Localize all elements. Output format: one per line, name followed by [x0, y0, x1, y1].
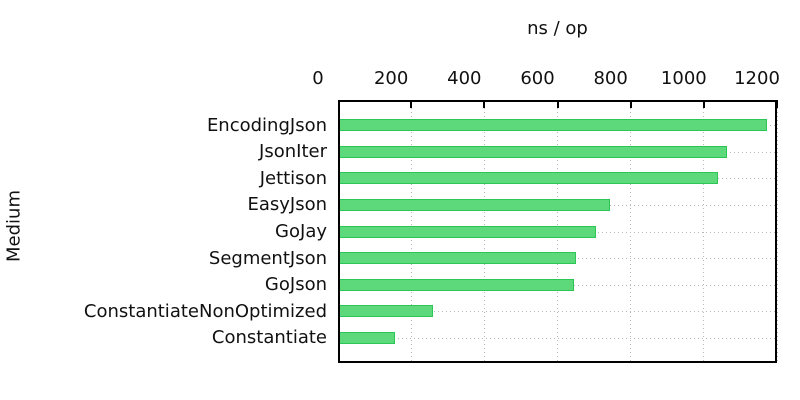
x-axis-tick-labels: 0 200 400 600 800 1000 1200 [0, 70, 800, 90]
x-tick-label: 1200 [734, 68, 780, 89]
bar-row [338, 139, 777, 166]
bar-row [338, 192, 777, 219]
x-tick-mark [776, 100, 778, 108]
bar [338, 252, 576, 265]
x-tick-mark [410, 100, 413, 108]
x-tick-label: 0 [312, 68, 324, 89]
bar-row [338, 245, 777, 272]
bar-row [338, 298, 777, 325]
x-tick-label: 600 [520, 68, 555, 89]
x-gridline [630, 100, 632, 363]
x-tick-label: 400 [447, 68, 482, 89]
category-label: Constantiate [211, 327, 327, 349]
x-tick-label: 800 [593, 68, 628, 89]
x-tick-label: 200 [373, 68, 409, 89]
bar-rows [338, 100, 777, 363]
category-label: EncodingJson [206, 114, 327, 136]
x-gridline [776, 100, 778, 363]
category-label: GoJay [275, 221, 327, 243]
x-tick-label: 1000 [660, 68, 707, 89]
bar [338, 331, 396, 344]
bar [338, 119, 767, 132]
bar-row [338, 112, 777, 139]
category-label: SegmentJson [208, 247, 327, 269]
bar [338, 198, 611, 211]
x-tick-mark [556, 100, 559, 108]
category-label: Jettison [259, 167, 327, 189]
bar-row [338, 325, 777, 352]
x-gridline [703, 100, 705, 363]
category-label: ConstantiateNonOptimized [83, 300, 327, 322]
bar [338, 305, 434, 318]
bar-row [338, 165, 777, 192]
bar [338, 172, 719, 185]
y-gridline [338, 337, 777, 339]
category-label: JsonIter [259, 141, 327, 163]
x-tick-mark [483, 100, 486, 108]
bar [338, 145, 727, 158]
bar-row [338, 271, 777, 298]
x-tick-mark [702, 100, 705, 108]
bar-row [338, 218, 777, 245]
bar [338, 278, 575, 291]
category-label: GoJson [264, 274, 327, 296]
y-gridline [338, 311, 777, 313]
x-tick-mark [629, 100, 632, 108]
chart-title: ns / op [527, 18, 588, 39]
plot-area [338, 100, 778, 363]
bar [338, 225, 596, 238]
category-label: EasyJson [247, 194, 327, 216]
category-labels: EncodingJson JsonIter Jettison EasyJson GoJa… [0, 100, 327, 363]
